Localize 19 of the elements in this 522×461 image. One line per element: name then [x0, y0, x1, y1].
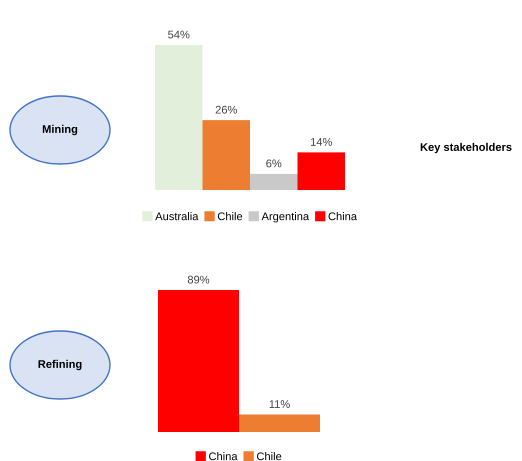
data-label: 26%	[216, 106, 237, 114]
data-label: 89%	[188, 276, 210, 284]
data-label: 6%	[266, 159, 282, 168]
bar	[250, 174, 298, 190]
legend-label: Chile	[256, 452, 282, 460]
text: Key stakeholders	[420, 142, 512, 154]
text: Mining	[42, 124, 78, 136]
bar	[155, 45, 202, 190]
legend-label: Argentina	[262, 212, 310, 222]
legend-label: Chile	[218, 212, 242, 220]
data-label: 14%	[310, 138, 332, 146]
legend-label: China	[209, 452, 238, 460]
data-label: 54%	[168, 30, 190, 38]
legend-label: Australia	[155, 212, 198, 220]
bar	[298, 152, 345, 190]
bar	[202, 120, 250, 190]
text: Refining	[38, 360, 82, 370]
legend-label: China	[328, 212, 358, 220]
data-label: 11%	[270, 400, 290, 408]
